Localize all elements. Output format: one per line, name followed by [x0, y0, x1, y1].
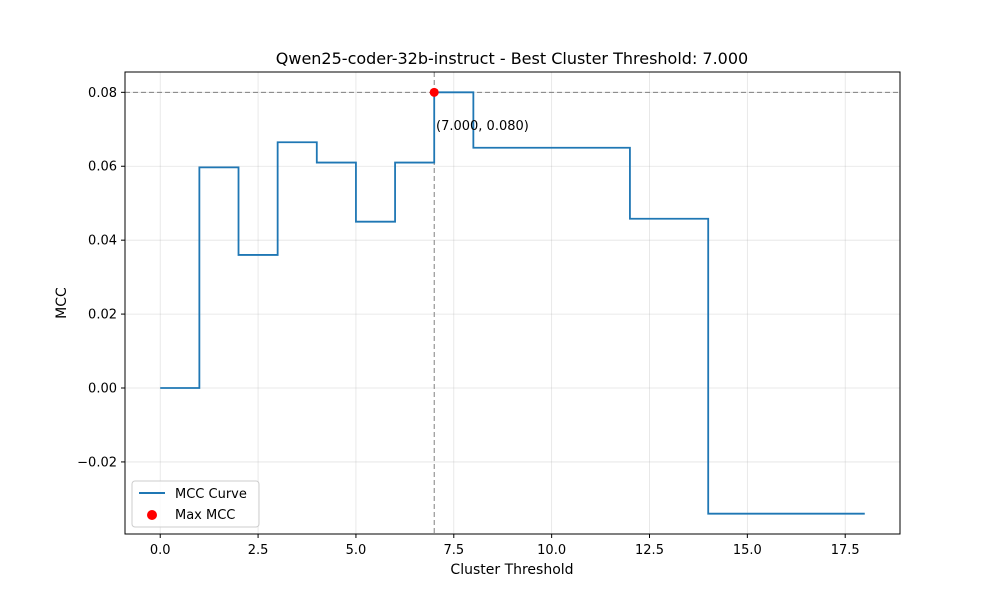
y-tick-label: −0.02 — [77, 455, 117, 470]
legend: MCC Curve Max MCC — [131, 480, 260, 528]
x-axis-label: Cluster Threshold — [450, 562, 573, 578]
series-layer — [160, 87, 865, 515]
y-tick-label: 0.08 — [88, 86, 117, 101]
x-tick-label: 2.5 — [248, 543, 269, 558]
max-mcc-point — [429, 87, 439, 97]
y-tick-label: 0.00 — [88, 382, 117, 397]
x-tick-label: 12.5 — [635, 543, 664, 558]
y-axis-label: MCC — [54, 287, 70, 319]
x-tick-label: 17.5 — [831, 543, 860, 558]
chart-title: Qwen25-coder-32b-instruct - Best Cluster… — [276, 49, 748, 68]
y-tick-label: 0.04 — [88, 234, 117, 249]
max-annotation: (7.000, 0.080) — [436, 119, 529, 134]
legend-dot-swatch — [147, 510, 157, 520]
legend-label-mcc-curve: MCC Curve — [175, 487, 247, 502]
x-tick-label: 5.0 — [346, 543, 367, 558]
x-tick-label: 7.5 — [443, 543, 464, 558]
y-tick-label: 0.06 — [88, 160, 117, 175]
x-tick-label: 15.0 — [733, 543, 762, 558]
axes: 0.0 2.5 5.0 7.5 10.0 12.5 15.0 17.5 −0.02 0.00 0.0… — [77, 71, 901, 558]
y-tick-label: 0.02 — [88, 308, 117, 323]
x-tick-label: 10.0 — [537, 543, 566, 558]
legend-label-max-mcc: Max MCC — [175, 508, 235, 523]
x-tick-label: 0.0 — [150, 543, 171, 558]
axes-frame — [124, 71, 901, 535]
